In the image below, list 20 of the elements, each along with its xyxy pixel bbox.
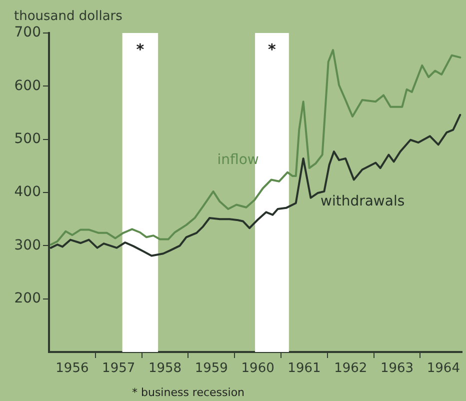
x-tick-label: 1963 [380,361,414,376]
y-tick-label: 400 [14,184,41,200]
band-label: * [268,40,276,58]
x-tick-label: 1964 [426,361,460,376]
x-tick-label: 1957 [102,361,136,376]
x-tick-label: 1959 [194,361,228,376]
y-tick-label: 600 [14,78,41,94]
band-label: * [136,40,144,58]
y-tick-label: 200 [14,290,41,306]
text: * business recession [132,386,245,399]
x-tick-label: 1961 [288,361,321,376]
y-tick-label: 700 [14,24,41,41]
x-tick-label: 1958 [148,361,182,376]
y-tick-label: 300 [14,237,41,254]
series-label: withdrawals [320,194,405,210]
y-axis-title: thousand dollars [14,9,123,24]
y-tick-label: 500 [14,130,41,147]
x-tick-label: 1956 [56,361,89,376]
x-tick-label: 1962 [334,361,368,376]
x-tick-label: 1960 [241,361,274,376]
